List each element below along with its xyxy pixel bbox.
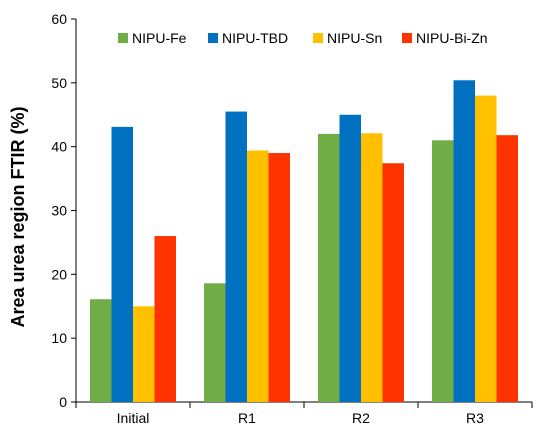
- y-axis-title: Area urea region FTIR (%): [8, 106, 28, 327]
- legend-label: NIPU-Bi-Zn: [416, 30, 488, 46]
- y-tick-label: 40: [51, 139, 67, 155]
- y-tick-label: 20: [51, 266, 67, 282]
- legend-swatch: [208, 33, 218, 43]
- bar: [111, 126, 133, 403]
- bar: [318, 133, 340, 402]
- bar: [225, 111, 247, 402]
- plot-area: 0 10 20 30 40 50 60 Initial R1 R2 R3: [51, 11, 533, 426]
- bar: [268, 153, 290, 402]
- x-category-label: Initial: [117, 410, 150, 426]
- legend-label: NIPU-Fe: [132, 30, 187, 46]
- bar: [204, 283, 226, 402]
- y-tick-label: 60: [51, 11, 67, 27]
- y-tick-label: 30: [51, 203, 67, 219]
- bar: [154, 236, 176, 402]
- x-category-label: R2: [352, 410, 370, 426]
- bar: [133, 306, 155, 402]
- bar: [339, 114, 361, 402]
- x-category-label: R3: [466, 410, 484, 426]
- y-tick-label: 50: [51, 75, 67, 91]
- legend-label: NIPU-Sn: [327, 30, 382, 46]
- bar: [90, 299, 112, 402]
- legend-swatch: [118, 33, 128, 43]
- bar: [496, 135, 518, 402]
- y-tick-label: 0: [59, 394, 67, 410]
- bar: [432, 140, 454, 403]
- legend-swatch: [313, 33, 323, 43]
- legend-swatch: [402, 33, 412, 43]
- bar: [382, 163, 404, 402]
- legend-label: NIPU-TBD: [222, 30, 288, 46]
- bar: [247, 150, 269, 402]
- legend: NIPU-Fe NIPU-TBD NIPU-Sn NIPU-Bi-Zn: [118, 30, 488, 46]
- y-tick-label: 10: [51, 330, 67, 346]
- bar: [361, 133, 383, 403]
- x-category-label: R1: [238, 410, 256, 426]
- bar: [453, 80, 475, 402]
- bar: [475, 95, 497, 402]
- y-axis-title-group: Area urea region FTIR (%): [8, 106, 28, 327]
